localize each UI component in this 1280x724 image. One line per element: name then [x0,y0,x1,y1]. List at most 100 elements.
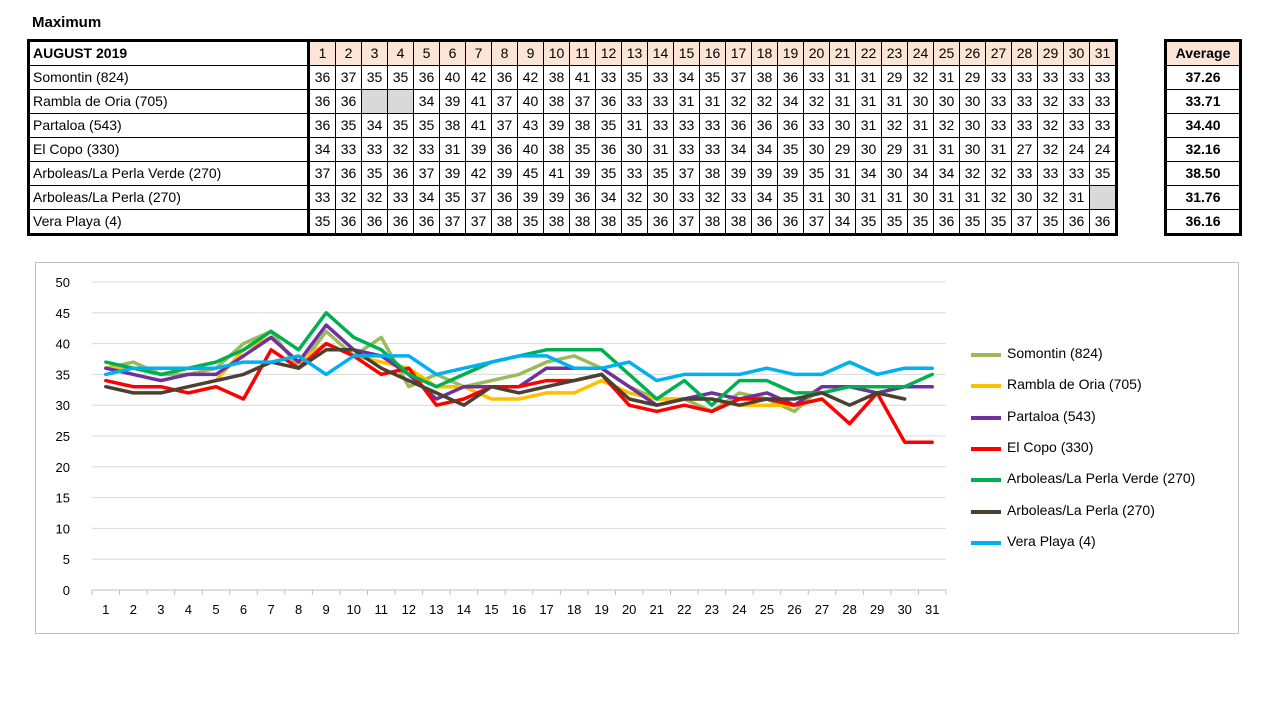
value-cell: 37 [673,161,700,186]
y-tick-label: 40 [56,337,70,352]
series-line [104,348,907,407]
value-cell: 31 [1063,185,1090,210]
x-tick-label: 10 [346,602,360,617]
value-cell: 36 [1063,209,1090,235]
value-cell: 42 [465,161,492,186]
value-cell: 45 [517,161,544,186]
value-cell: 31 [621,113,648,138]
missing-cell [361,89,388,114]
legend-label: Arboleas/La Perla Verde (270) [1007,470,1196,487]
value-cell: 37 [413,161,440,186]
value-cell: 30 [907,89,934,114]
value-cell: 33 [803,113,830,138]
value-cell: 36 [491,185,518,210]
missing-cell [387,89,414,114]
station-name: Partaloa (543) [28,113,310,138]
day-header: 19 [777,40,804,66]
value-cell: 41 [543,161,570,186]
value-cell: 36 [725,113,752,138]
value-cell: 32 [881,113,908,138]
value-cell: 31 [673,89,700,114]
value-cell: 33 [1089,65,1117,90]
x-tick-label: 20 [622,602,636,617]
value-cell: 36 [751,113,778,138]
value-cell: 34 [413,89,440,114]
value-cell: 30 [803,137,830,162]
legend-swatch [971,478,1001,483]
value-cell: 34 [361,113,388,138]
station-name: Arboleas/La Perla (270) [28,185,310,210]
value-cell: 33 [647,65,674,90]
value-cell: 33 [621,161,648,186]
x-tick-label: 30 [897,602,911,617]
value-cell: 32 [985,185,1012,210]
x-tick-label: 27 [815,602,829,617]
value-cell: 35 [413,113,440,138]
day-header: 28 [1011,40,1038,66]
value-cell: 40 [439,65,466,90]
value-cell: 34 [829,209,856,235]
value-cell: 30 [855,137,882,162]
average-row: 36.16 [1165,209,1241,235]
value-cell: 31 [803,185,830,210]
average-header: Average [1165,40,1241,66]
value-cell: 36 [595,89,622,114]
missing-cell [1089,185,1117,210]
y-tick-label: 10 [56,521,70,536]
value-cell: 31 [985,137,1012,162]
day-header: 15 [673,40,700,66]
value-cell: 31 [933,65,960,90]
value-cell: 33 [387,185,414,210]
value-cell: 35 [959,209,986,235]
value-cell: 35 [907,209,934,235]
legend-label: Partaloa (543) [1007,407,1096,424]
table-header-row: AUGUST 2019 1 2 3 4 5 6 7 8 9 10 11 12 13 14 15 16 17 18 19… [28,40,1117,66]
value-cell: 32 [387,137,414,162]
value-cell: 30 [881,161,908,186]
day-header: 16 [699,40,726,66]
value-cell: 38 [543,209,570,235]
value-cell: 39 [517,185,544,210]
value-cell: 39 [751,161,778,186]
value-cell: 36 [387,209,414,235]
line-chart: 0 5 10 15 20 25 30 35 40 45 50 1 2 3 4 5 6 7 8 9 10 11 12 13 14 1… [35,262,1239,634]
legend-swatch [971,353,1001,357]
value-cell: 36 [361,209,388,235]
value-cell: 34 [855,161,882,186]
average-value: 34.40 [1165,113,1241,138]
x-tick-label: 22 [677,602,691,617]
value-cell: 37 [439,209,466,235]
value-cell: 38 [543,137,570,162]
value-cell: 36 [335,89,362,114]
average-row: 38.50 [1165,161,1241,186]
legend-label: Rambla de Oria (705) [1007,376,1142,393]
average-value: 37.26 [1165,65,1241,90]
value-cell: 36 [1089,209,1117,235]
value-cell: 39 [543,185,570,210]
average-value: 38.50 [1165,161,1241,186]
value-cell: 24 [1063,137,1090,162]
value-cell: 31 [907,113,934,138]
x-tick-label: 6 [240,602,247,617]
value-cell: 36 [569,185,596,210]
table-row: Somontin (824) 36 37 35 35 36 40 42 36 42 38 41 33 35… [28,65,1117,90]
day-header: 27 [985,40,1012,66]
value-cell: 38 [595,209,622,235]
value-cell: 38 [543,89,570,114]
y-tick-label: 0 [63,583,70,598]
value-cell: 36 [335,161,362,186]
x-tick-label: 23 [705,602,719,617]
value-cell: 33 [1037,161,1064,186]
y-tick-label: 5 [63,552,70,567]
day-header: 23 [881,40,908,66]
y-tick-label: 30 [56,398,70,413]
value-cell: 40 [517,89,544,114]
value-cell: 30 [621,137,648,162]
x-tick-label: 13 [429,602,443,617]
day-header: 3 [361,40,388,66]
average-row: 31.76 [1165,185,1241,210]
value-cell: 35 [777,137,804,162]
value-cell: 31 [439,137,466,162]
y-tick-label: 25 [56,429,70,444]
